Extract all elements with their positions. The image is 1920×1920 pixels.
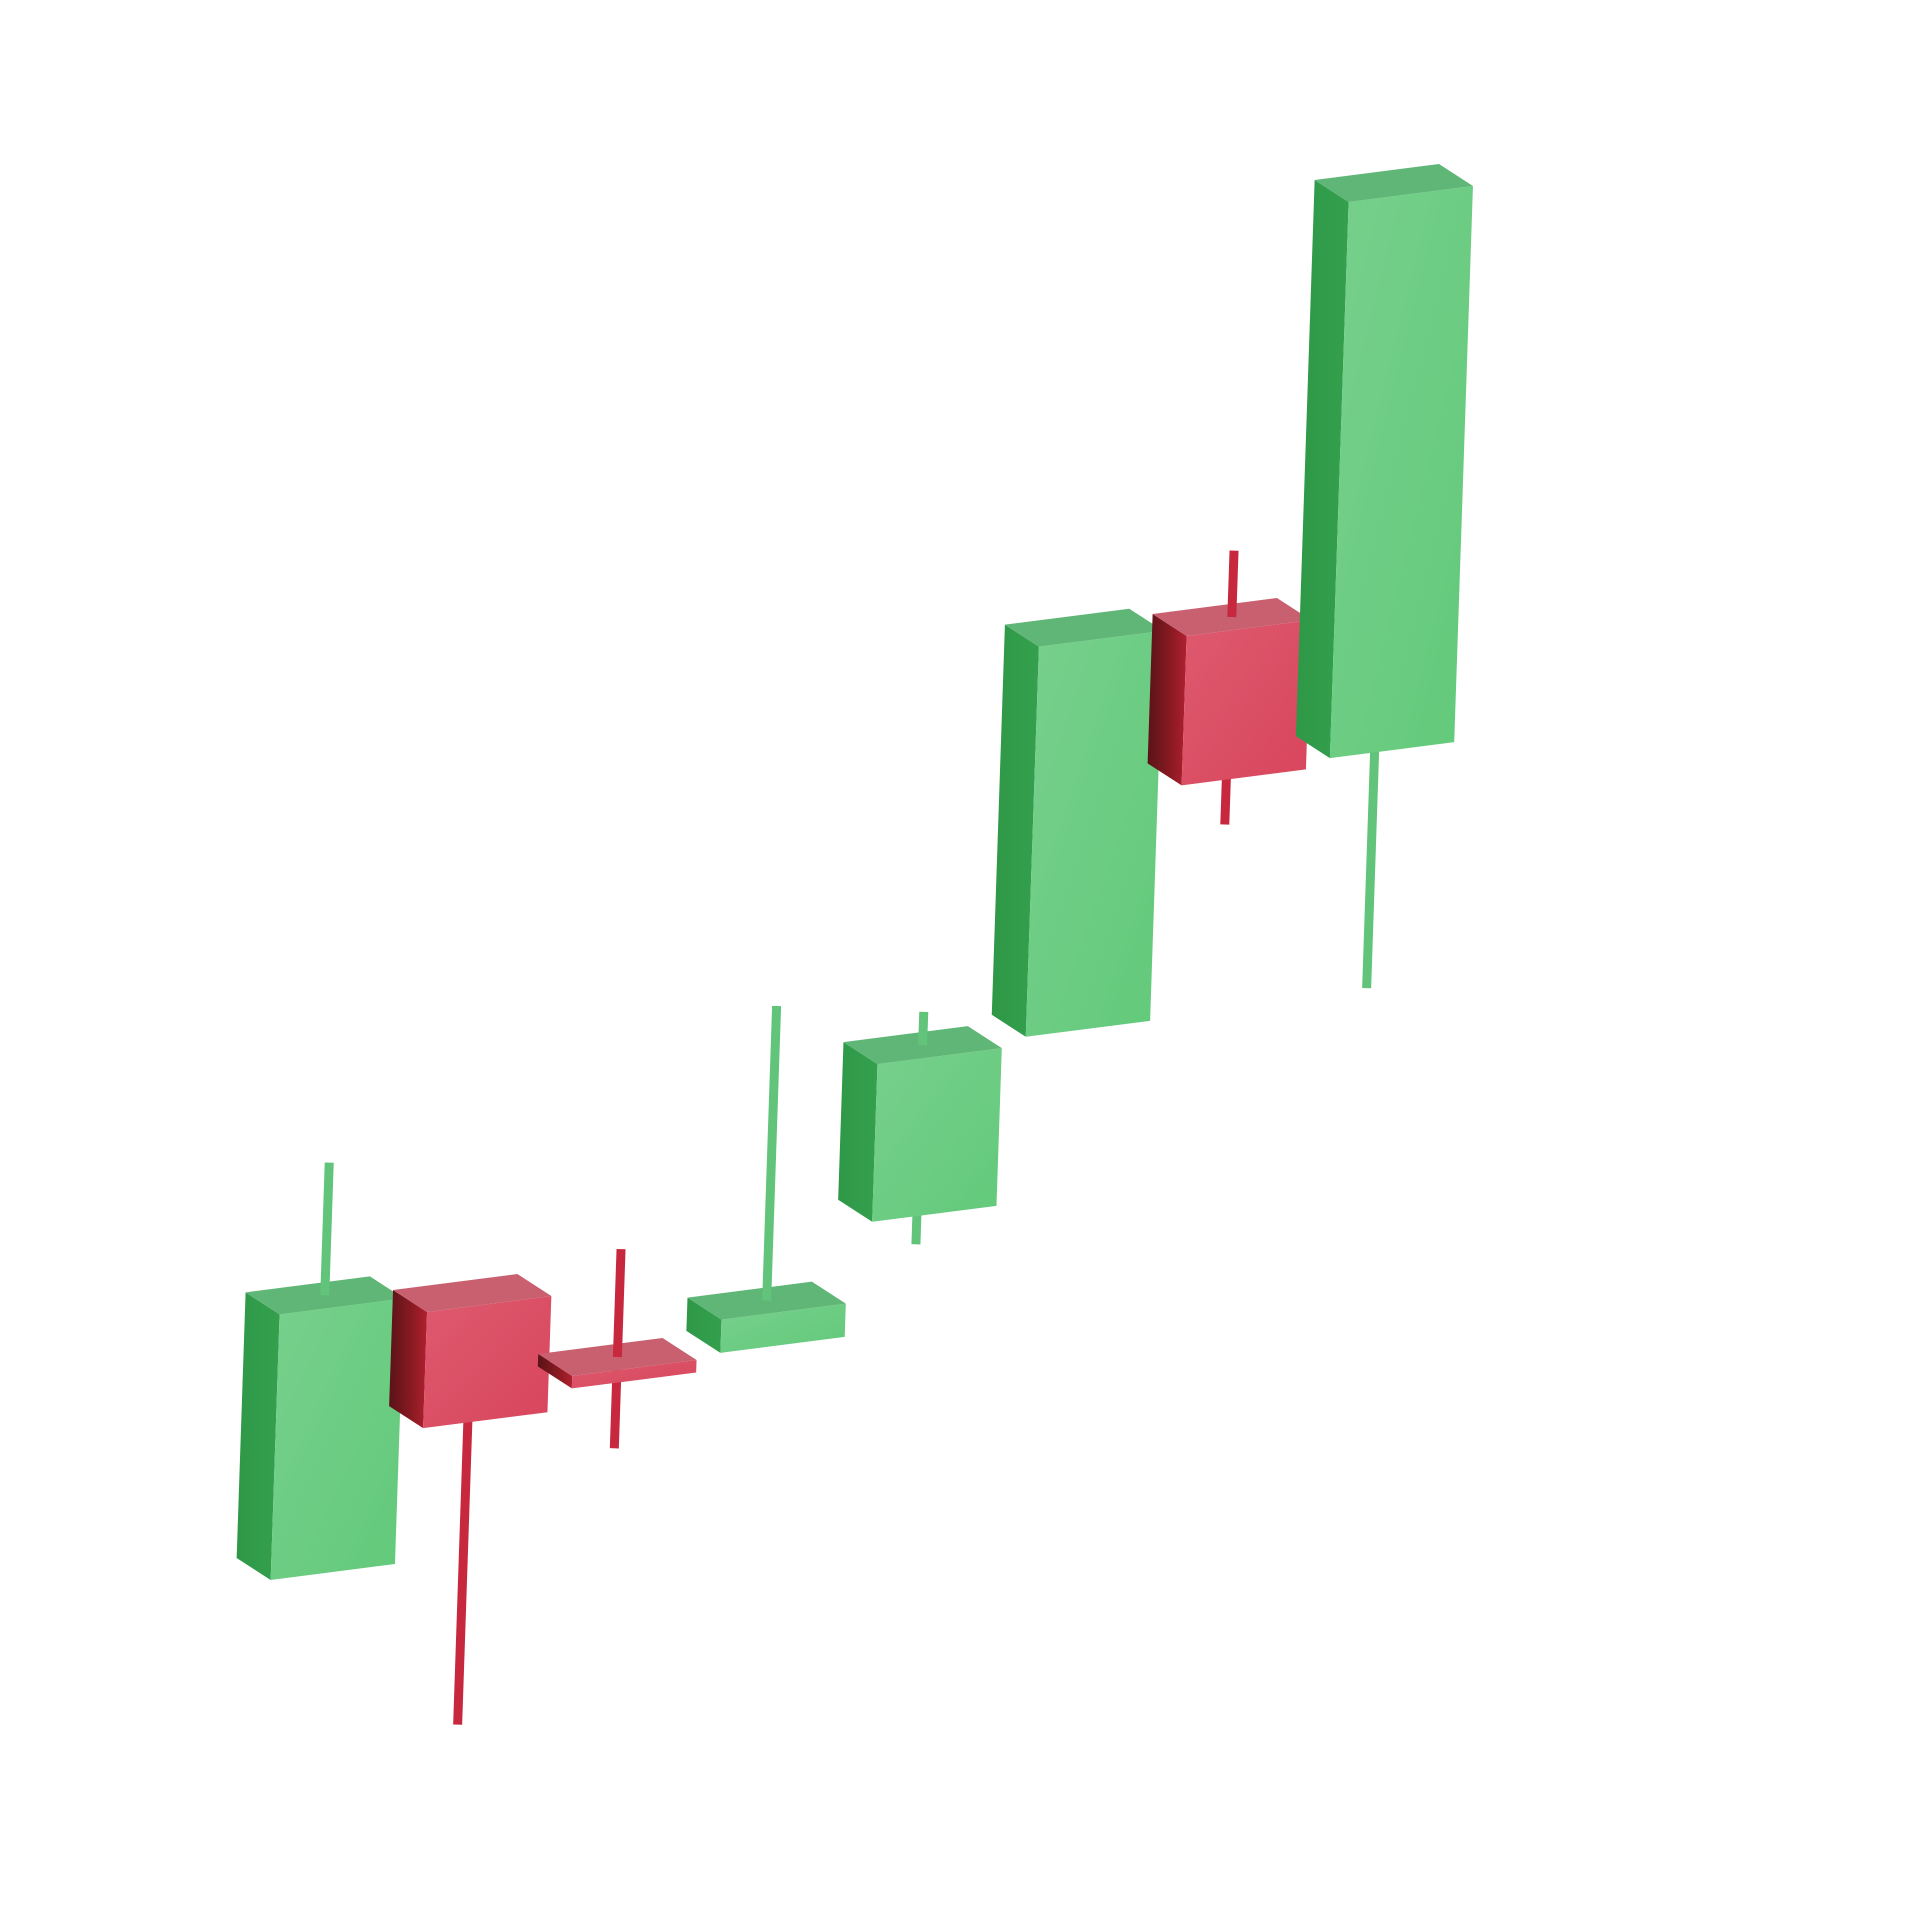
- candle-7-side-face: [1147, 613, 1187, 786]
- candles-group: [236, 164, 1473, 1725]
- candle-1: [236, 1162, 404, 1580]
- candle-5-front-face: [872, 1048, 1002, 1222]
- candle-8-lower-wick: [1362, 738, 1380, 989]
- candle-1-upper-wick: [320, 1162, 334, 1296]
- candle-2-side-face: [389, 1289, 428, 1429]
- candle-6: [991, 608, 1164, 1037]
- candle-8-front-face: [1329, 186, 1473, 759]
- candle-6-front-face: [1025, 630, 1164, 1037]
- candle-7: [1147, 550, 1311, 825]
- candle-7-upper-wick: [1227, 550, 1239, 618]
- candle-4-front-face: [720, 1303, 846, 1353]
- candle-2-lower-wick: [453, 1409, 473, 1725]
- candle-7-front-face: [1181, 620, 1311, 786]
- candle-2-front-face: [423, 1296, 552, 1429]
- candle-2-top-face: [393, 1274, 552, 1312]
- candle-3-side-face: [537, 1353, 573, 1389]
- candle-6-side-face: [991, 624, 1039, 1037]
- candle-8-side-face: [1295, 179, 1349, 759]
- candle-5-upper-wick: [918, 1011, 929, 1046]
- candle-1-side-face: [236, 1292, 280, 1580]
- candle-3-upper-wick: [612, 1248, 626, 1358]
- candle-3-front-face: [571, 1360, 697, 1389]
- candle-8: [1295, 164, 1473, 989]
- candle-2: [389, 1274, 552, 1725]
- candle-5-side-face: [838, 1042, 878, 1222]
- candle-1-front-face: [270, 1298, 404, 1580]
- candle-3: [537, 1248, 697, 1449]
- candle-4-upper-wick: [762, 1005, 782, 1301]
- candle-5: [838, 1011, 1002, 1245]
- candle-6-top-face: [1004, 608, 1164, 647]
- candle-8-top-face: [1314, 164, 1473, 202]
- candle-4: [686, 1005, 846, 1353]
- candle-4-side-face: [686, 1297, 722, 1353]
